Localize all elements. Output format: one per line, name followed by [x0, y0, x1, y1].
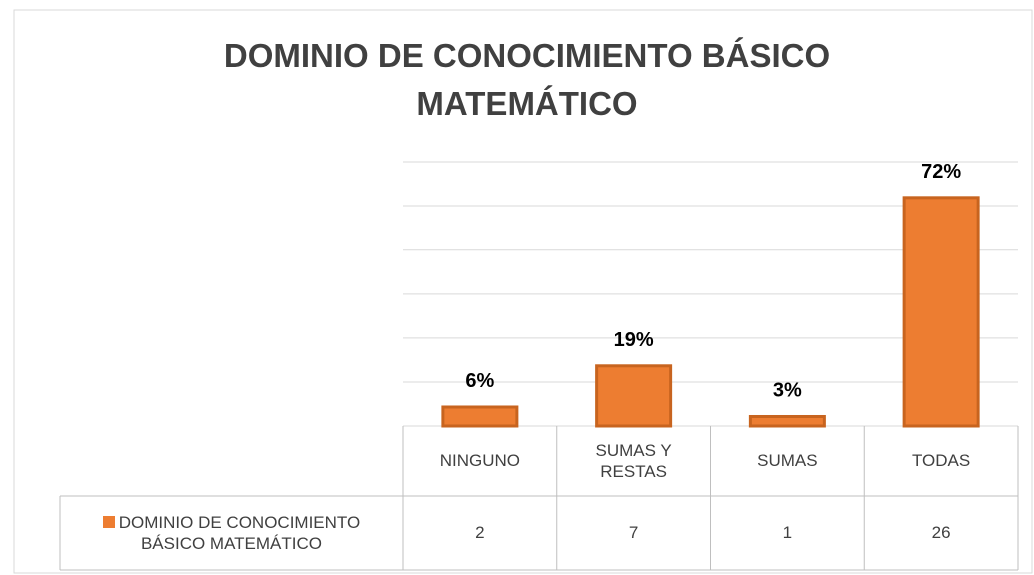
x-tick-label: TODAS	[911, 451, 971, 471]
legend-entry: DOMINIO DE CONOCIMIENTO BÁSICO MATEMÁTIC…	[66, 496, 397, 570]
x-tick-label: SUMAS	[757, 451, 818, 471]
value-label: 72%	[921, 161, 961, 183]
bar	[441, 405, 519, 428]
value-label: 19%	[614, 329, 654, 351]
legend-label: DOMINIO DE CONOCIMIENTO BÁSICO MATEMÁTIC…	[118, 512, 361, 553]
table-value: 2	[475, 523, 485, 543]
x-tick-label: SUMAS Y RESTAS	[595, 440, 672, 481]
bar	[595, 364, 673, 428]
x-tick-label: NINGUNO	[439, 451, 521, 471]
table-value: 7	[628, 523, 639, 543]
table-value: 1	[782, 523, 793, 543]
value-label: 3%	[773, 379, 802, 401]
bar	[902, 196, 980, 428]
legend-swatch	[102, 515, 115, 528]
frame	[13, 9, 1033, 574]
bar	[748, 414, 826, 428]
chart-title: DOMINIO DE CONOCIMIENTO BÁSICO MATEMÁTIC…	[223, 37, 831, 122]
table-value: 26	[931, 523, 951, 543]
value-label: 6%	[465, 370, 494, 392]
